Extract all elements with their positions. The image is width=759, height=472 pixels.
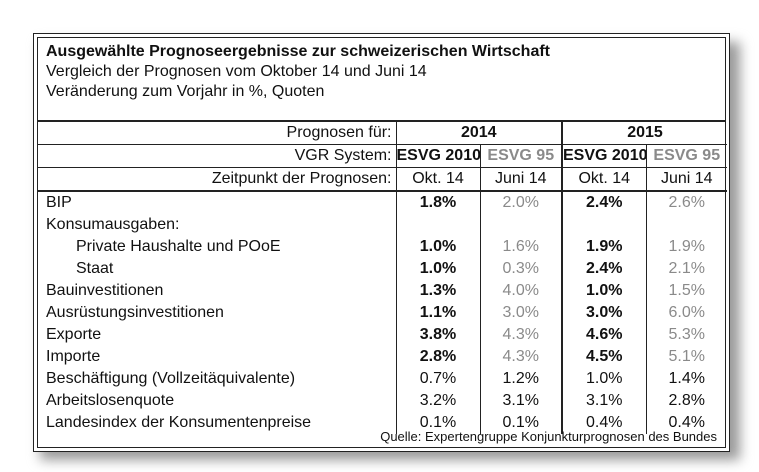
row-label: Private Haushalte und POoE	[76, 238, 281, 255]
value-cell: 1.0%	[561, 368, 646, 390]
row-label: Konsumausgaben:	[46, 216, 180, 233]
table-header: Ausgewählte Prognoseergebnisse zur schwe…	[38, 38, 725, 122]
value-cell: 4.3%	[479, 346, 562, 368]
value-cell: 1.2%	[479, 368, 562, 390]
value-cell: 0.4%	[645, 412, 727, 434]
date-cell: Okt. 14	[395, 167, 480, 192]
value-cell: 6.0%	[645, 302, 727, 324]
value-cell: 1.5%	[645, 280, 727, 302]
row-label: Exporte	[46, 326, 102, 343]
table-units: Veränderung zum Vorjahr in %, Quoten	[46, 83, 325, 100]
value-cell: 2.1%	[645, 258, 727, 280]
source-note: Quelle: Expertengruppe Konjunkturprognos…	[380, 429, 717, 444]
table-title: Ausgewählte Prognoseergebnisse zur schwe…	[46, 43, 550, 60]
value-cell: 0.1%	[395, 412, 480, 434]
row-label: Importe	[46, 348, 101, 365]
value-cell: 2.4%	[561, 258, 646, 280]
prognosen-label: Prognosen für:	[38, 122, 396, 145]
value-cell: 3.8%	[395, 324, 480, 346]
table-row: Beschäftigung (Vollzeitäquivalente) 0.7% 1…	[38, 368, 727, 390]
system-cell: ESVG 95	[645, 144, 727, 168]
value-cell: 1.8%	[395, 191, 480, 214]
value-cell: 1.6%	[479, 236, 562, 258]
forecast-table: Prognosen für: 2014 2015 VGR System: ESV…	[38, 122, 727, 434]
system-cell: ESVG 95	[479, 144, 562, 168]
table-row: Landesindex der Konsumentenpreise 0.1% 0.1…	[38, 412, 727, 434]
value-cell: 4.0%	[479, 280, 562, 302]
forecast-card: Ausgewählte Prognoseergebnisse zur schwe…	[33, 33, 730, 452]
table-subtitle: Vergleich der Prognosen vom Oktober 14 u…	[46, 63, 427, 80]
dates-row: Zeitpunkt der Prognosen: Okt. 14 Juni 14…	[38, 167, 727, 192]
value-cell: 3.1%	[479, 390, 562, 412]
value-cell: 5.1%	[645, 346, 727, 368]
value-cell	[479, 214, 562, 236]
value-cell: 1.3%	[395, 280, 480, 302]
value-cell: 2.0%	[479, 191, 562, 214]
vgr-label: VGR System:	[38, 144, 396, 168]
years-row: Prognosen für: 2014 2015	[38, 122, 727, 145]
row-label: Staat	[76, 260, 114, 277]
table-row: BIP 1.8% 2.0% 2.4% 2.6%	[38, 191, 727, 214]
table-row: Arbeitslosenquote 3.2% 3.1% 3.1% 2.8%	[38, 390, 727, 412]
value-cell: 0.1%	[479, 412, 562, 434]
row-label: BIP	[46, 194, 72, 211]
value-cell: 2.4%	[561, 191, 646, 214]
year-2015: 2015	[561, 122, 727, 145]
year-2014: 2014	[395, 122, 562, 145]
value-cell: 3.0%	[561, 302, 646, 324]
value-cell: 3.2%	[395, 390, 480, 412]
row-label: Arbeitslosenquote	[46, 392, 175, 409]
date-cell: Juni 14	[479, 167, 562, 192]
forecast-table-frame: Ausgewählte Prognoseergebnisse zur schwe…	[37, 37, 727, 448]
zeitpunkt-label: Zeitpunkt der Prognosen:	[38, 167, 396, 192]
date-cell: Okt. 14	[561, 167, 646, 192]
row-label: Bauinvestitionen	[46, 282, 164, 299]
row-label: Ausrüstungsinvestitionen	[46, 304, 224, 321]
value-cell: 0.3%	[479, 258, 562, 280]
row-label: Landesindex der Konsumentenpreise	[46, 414, 312, 431]
value-cell: 4.5%	[561, 346, 646, 368]
value-cell: 0.4%	[561, 412, 646, 434]
value-cell: 4.3%	[479, 324, 562, 346]
table-row: Private Haushalte und POoE 1.0% 1.6% 1.9% 1.…	[38, 236, 727, 258]
table-row: Bauinvestitionen 1.3% 4.0% 1.0% 1.5%	[38, 280, 727, 302]
value-cell: 5.3%	[645, 324, 727, 346]
value-cell	[561, 214, 646, 236]
value-cell	[645, 214, 727, 236]
table-row: Staat 1.0% 0.3% 2.4% 2.1%	[38, 258, 727, 280]
value-cell: 1.0%	[395, 258, 480, 280]
value-cell: 3.1%	[561, 390, 646, 412]
value-cell: 1.9%	[561, 236, 646, 258]
systems-row: VGR System: ESVG 2010 ESVG 95 ESVG 2010 …	[38, 144, 727, 168]
table-row: Importe 2.8% 4.3% 4.5% 5.1%	[38, 346, 727, 368]
table-row: Ausrüstungsinvestitionen 1.1% 3.0% 3.0% 6.0%	[38, 302, 727, 324]
value-cell: 4.6%	[561, 324, 646, 346]
value-cell: 1.0%	[395, 236, 480, 258]
value-cell	[395, 214, 480, 236]
value-cell: 2.6%	[645, 191, 727, 214]
value-cell: 2.8%	[645, 390, 727, 412]
value-cell: 2.8%	[395, 346, 480, 368]
value-cell: 1.4%	[645, 368, 727, 390]
value-cell: 1.0%	[561, 280, 646, 302]
row-label: Beschäftigung (Vollzeitäquivalente)	[46, 370, 296, 387]
system-cell: ESVG 2010	[395, 144, 480, 168]
table-row: Konsumausgaben:	[38, 214, 727, 236]
system-cell: ESVG 2010	[561, 144, 646, 168]
date-cell: Juni 14	[645, 167, 727, 192]
table-row: Exporte 3.8% 4.3% 4.6% 5.3%	[38, 324, 727, 346]
value-cell: 1.1%	[395, 302, 480, 324]
value-cell: 0.7%	[395, 368, 480, 390]
value-cell: 1.9%	[645, 236, 727, 258]
value-cell: 3.0%	[479, 302, 562, 324]
